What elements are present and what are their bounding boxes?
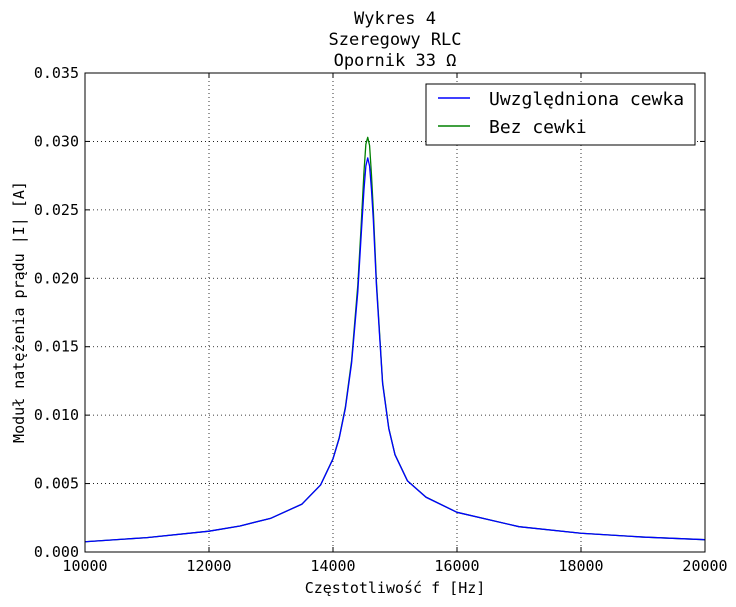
chart-title-line-3: Opornik 33 Ω: [334, 51, 457, 71]
y-tick-label: 0.035: [34, 64, 79, 82]
legend: Uwzględniona cewka Bez cewki: [425, 83, 696, 146]
legend-label-bez-cewki: Bez cewki: [489, 117, 587, 138]
x-tick-label: 16000: [434, 557, 479, 575]
plot-area-frame: [84, 72, 706, 553]
legend-label-uwzgledniona-cewka: Uwzględniona cewka: [489, 89, 684, 110]
y-tick-label: 0.010: [34, 406, 79, 424]
legend-box: [425, 83, 696, 146]
y-tick-label: 0.005: [34, 475, 79, 493]
y-axis-label: Moduł natężenia prądu |I| [A]: [10, 181, 28, 443]
y-tick-label: 0.030: [34, 132, 79, 150]
series-lines: [84, 136, 706, 543]
chart-title-line-2: Szeregowy RLC: [328, 30, 461, 50]
y-tick-label: 0.025: [34, 201, 79, 219]
x-tick-label: 20000: [682, 557, 727, 575]
y-tick-label: 0.020: [34, 269, 79, 287]
x-axis-label: Częstotliwość f [Hz]: [305, 579, 486, 597]
x-tick-label: 10000: [62, 557, 107, 575]
y-tick-label: 0.000: [34, 543, 79, 561]
x-tick-label: 14000: [310, 557, 355, 575]
axis-ticks: 10000 12000 14000 16000 18000 20000 0.000 0.005…: [34, 64, 728, 575]
y-tick-label: 0.015: [34, 338, 79, 356]
x-tick-label: 12000: [186, 557, 231, 575]
chart-title: Wykres 4 Szeregowy RLC Opornik 33 Ω: [328, 9, 461, 71]
x-tick-label: 18000: [558, 557, 603, 575]
chart-title-line-1: Wykres 4: [354, 9, 436, 29]
series-line-uwzgledniona-cewka: [84, 157, 706, 543]
